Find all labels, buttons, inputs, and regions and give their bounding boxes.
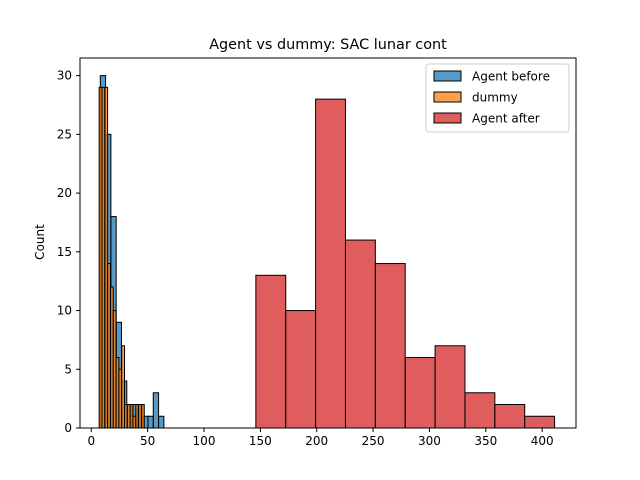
legend-frame	[425, 63, 570, 133]
x-axis: 0 50 100 150 200 250 300 350 400	[87, 428, 554, 448]
y-tick-label: 15	[57, 245, 72, 259]
y-tick-label: 5	[64, 362, 72, 376]
bar-agent-after-1	[285, 310, 317, 429]
legend-label-dummy: dummy	[472, 91, 518, 105]
histogram-bars	[98, 75, 556, 429]
bar-agent-after-5	[404, 357, 436, 429]
legend-label-agent-after: Agent after	[472, 112, 540, 126]
bar-agent-after-4	[374, 263, 406, 429]
x-tick-label: 100	[193, 434, 216, 448]
legend-swatch-agent-before	[433, 70, 462, 82]
x-tick-label: 200	[305, 434, 328, 448]
bar-agent-before-10	[152, 392, 160, 429]
y-tick-label: 30	[57, 69, 72, 83]
y-tick-label: 20	[57, 186, 72, 200]
x-tick-label: 300	[418, 434, 441, 448]
plot-frame	[79, 57, 577, 429]
legend[interactable]: Agent before dummy Agent after	[425, 63, 570, 133]
x-tick-label: 250	[362, 434, 385, 448]
bar-agent-after-2	[315, 98, 346, 429]
y-tick-label: 0	[64, 421, 72, 435]
legend-swatch-agent-after	[433, 112, 462, 124]
bar-agent-after-6	[434, 345, 466, 429]
bar-agent-after-0	[255, 274, 287, 429]
y-axis-label: Count	[33, 224, 47, 260]
series-dummy	[98, 86, 145, 429]
bar-agent-before-9	[147, 415, 154, 429]
y-tick-label: 25	[57, 127, 72, 141]
x-tick-label: 350	[474, 434, 497, 448]
bar-agent-after-9	[524, 415, 556, 429]
chart-title: Agent vs dummy: SAC lunar cont	[209, 37, 447, 53]
bar-agent-after-3	[344, 239, 376, 429]
y-tick-label: 10	[57, 304, 72, 318]
bar-dummy-15	[140, 404, 145, 429]
x-tick-label: 150	[249, 434, 272, 448]
series-agent-after	[255, 98, 556, 429]
x-tick-label: 50	[140, 434, 155, 448]
bar-agent-after-7	[464, 392, 496, 429]
legend-swatch-dummy	[433, 91, 462, 103]
x-tick-label: 0	[87, 434, 95, 448]
x-tick-label: 400	[531, 434, 554, 448]
bar-agent-before-11	[158, 415, 165, 429]
y-axis: 0 5 10 15 20 25 30	[57, 69, 80, 435]
bar-agent-after-8	[494, 404, 526, 429]
legend-label-agent-before: Agent before	[472, 70, 550, 84]
